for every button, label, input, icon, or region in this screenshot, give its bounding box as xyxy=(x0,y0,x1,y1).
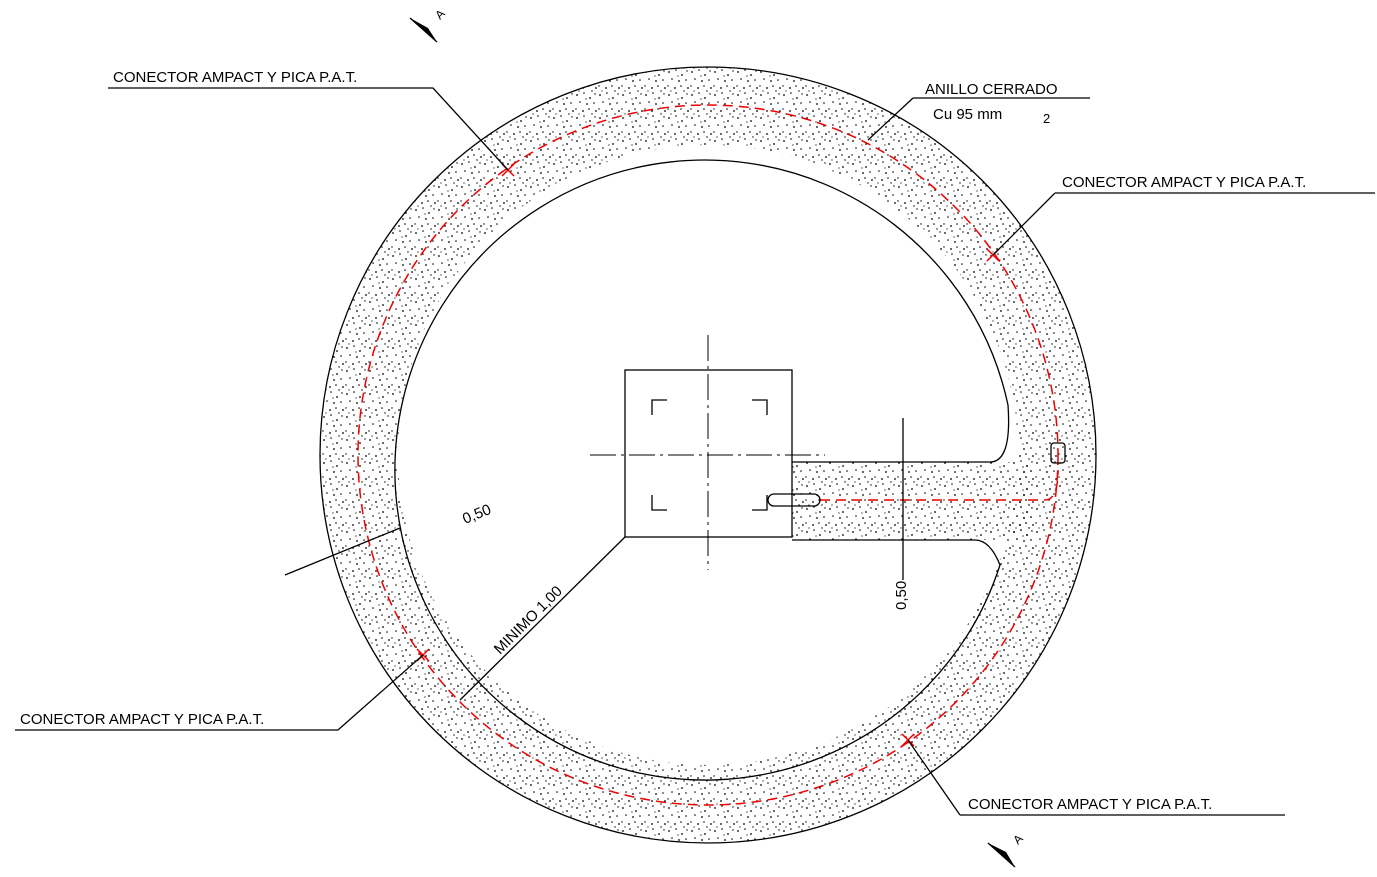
section-line xyxy=(987,842,1016,868)
clamp xyxy=(1050,442,1066,464)
section-label: A xyxy=(1010,832,1026,848)
leader xyxy=(867,97,1090,141)
leader xyxy=(108,87,509,171)
label: CONECTOR AMPACT Y PICA P.A.T. xyxy=(968,796,1212,813)
dim-text: 0,50 xyxy=(893,581,910,610)
ring-outer xyxy=(319,66,1097,844)
leader xyxy=(15,654,424,731)
copper-branch xyxy=(820,469,1059,501)
copper-ring xyxy=(357,104,1059,806)
dim-line xyxy=(284,527,401,576)
leader xyxy=(992,192,1375,256)
label: CONECTOR AMPACT Y PICA P.A.T. xyxy=(20,711,264,728)
ring-exponent: 2 xyxy=(1043,111,1050,126)
trench-fill xyxy=(792,462,1032,540)
conductor-entry xyxy=(767,493,821,507)
section-label: A xyxy=(432,7,448,23)
corner-marks xyxy=(651,399,768,511)
section-line xyxy=(409,17,438,43)
ring-conductor: Cu 95 mm xyxy=(933,106,1002,123)
ring-inner-line xyxy=(394,159,1010,781)
ring-title: ANILLO CERRADO xyxy=(925,81,1058,98)
leader xyxy=(907,739,1285,816)
label: CONECTOR AMPACT Y PICA P.A.T. xyxy=(113,69,357,86)
label: CONECTOR AMPACT Y PICA P.A.T. xyxy=(1062,174,1306,191)
dim-line xyxy=(459,536,626,701)
